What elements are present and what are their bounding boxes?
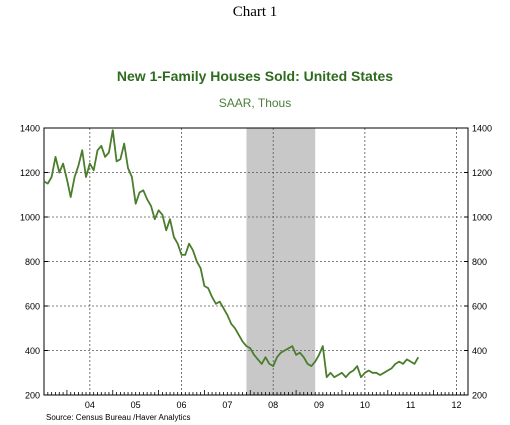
x-tick-label: 08 <box>268 400 278 410</box>
y-tick-label-right: 400 <box>472 346 487 356</box>
y-tick-label-left: 1200 <box>20 168 40 178</box>
page-heading: Chart 1 <box>232 4 278 20</box>
y-tick-label-right: 200 <box>472 391 487 401</box>
y-tick-label-left: 800 <box>25 257 40 267</box>
chart-title: New 1-Family Houses Sold: United States <box>116 68 394 84</box>
series-line <box>43 129 420 379</box>
y-tick-label-left: 200 <box>25 391 40 401</box>
source-note: Source: Census Bureau /Haver Analytics <box>46 413 191 422</box>
x-tick-label: 10 <box>360 400 370 410</box>
y-tick-label-right: 1000 <box>472 213 492 223</box>
y-tick-label-right: 600 <box>472 302 487 312</box>
y-tick-label-right: 800 <box>472 257 487 267</box>
y-tick-label-left: 600 <box>25 302 40 312</box>
x-tick-label: 05 <box>131 400 141 410</box>
y-tick-label-left: 1400 <box>20 124 40 134</box>
y-tick-label-left: 1000 <box>20 213 40 223</box>
y-tick-label-right: 1200 <box>472 168 492 178</box>
x-tick-label: 09 <box>314 400 324 410</box>
x-tick-label: 04 <box>85 400 95 410</box>
x-tick-label: 06 <box>177 400 187 410</box>
x-tick-label: 12 <box>452 400 462 410</box>
chart-subtitle: SAAR, Thous <box>218 96 292 110</box>
y-tick-label-right: 1400 <box>472 124 492 134</box>
x-tick-label: 07 <box>222 400 232 410</box>
y-tick-label-left: 400 <box>25 346 40 356</box>
x-tick-label: 11 <box>406 400 415 410</box>
